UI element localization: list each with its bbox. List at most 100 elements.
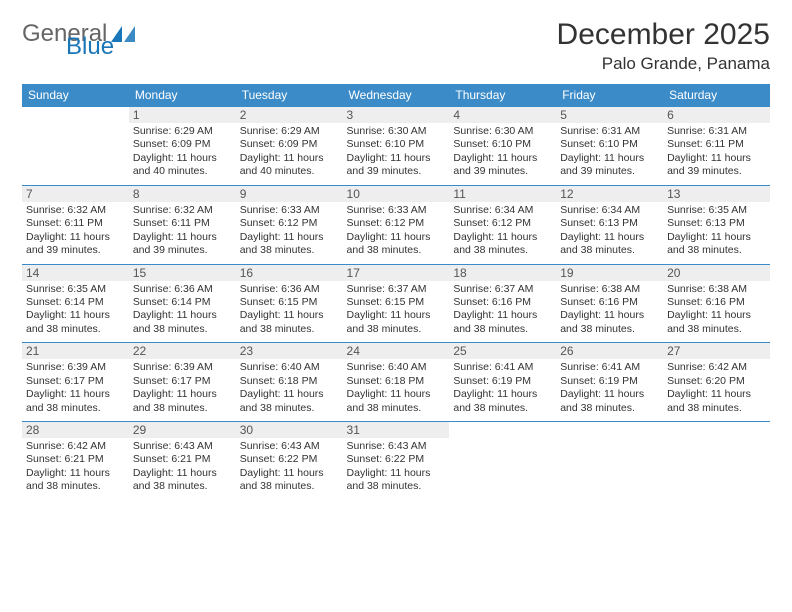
calendar-day-cell: 13Sunrise: 6:35 AMSunset: 6:13 PMDayligh… [663,185,770,264]
daylight-text: Daylight: 11 hours and 39 minutes. [560,152,659,179]
sunrise-text: Sunrise: 6:40 AM [347,361,446,374]
daylight-text: Daylight: 11 hours and 38 minutes. [667,231,766,258]
day-details [556,437,663,495]
sunset-text: Sunset: 6:13 PM [667,217,766,230]
weekday-header: Wednesday [343,84,450,106]
weekday-header: Friday [556,84,663,106]
calendar-day-cell [22,106,129,185]
daylight-text: Daylight: 11 hours and 38 minutes. [240,467,339,494]
daylight-text: Daylight: 11 hours and 38 minutes. [26,467,125,494]
calendar-day-cell: 14Sunrise: 6:35 AMSunset: 6:14 PMDayligh… [22,264,129,343]
sunrise-text: Sunrise: 6:31 AM [560,125,659,138]
sunset-text: Sunset: 6:16 PM [560,296,659,309]
day-details: Sunrise: 6:30 AMSunset: 6:10 PMDaylight:… [343,123,450,185]
daylight-text: Daylight: 11 hours and 38 minutes. [560,388,659,415]
sunrise-text: Sunrise: 6:29 AM [240,125,339,138]
calendar-day-cell: 5Sunrise: 6:31 AMSunset: 6:10 PMDaylight… [556,106,663,185]
daylight-text: Daylight: 11 hours and 38 minutes. [453,388,552,415]
sunset-text: Sunset: 6:21 PM [26,453,125,466]
day-number: 11 [449,185,556,202]
day-number: 22 [129,342,236,359]
day-details: Sunrise: 6:35 AMSunset: 6:14 PMDaylight:… [22,281,129,343]
calendar-day-cell [449,421,556,500]
calendar-day-cell: 21Sunrise: 6:39 AMSunset: 6:17 PMDayligh… [22,342,129,421]
weekday-header: Tuesday [236,84,343,106]
day-details [22,122,129,180]
sunrise-text: Sunrise: 6:34 AM [560,204,659,217]
day-details: Sunrise: 6:31 AMSunset: 6:10 PMDaylight:… [556,123,663,185]
sunset-text: Sunset: 6:22 PM [347,453,446,466]
day-details: Sunrise: 6:42 AMSunset: 6:20 PMDaylight:… [663,359,770,421]
day-number-empty [22,106,129,122]
day-number: 7 [22,185,129,202]
day-number: 23 [236,342,343,359]
day-number: 3 [343,106,450,123]
day-details: Sunrise: 6:43 AMSunset: 6:21 PMDaylight:… [129,438,236,500]
calendar-day-cell: 30Sunrise: 6:43 AMSunset: 6:22 PMDayligh… [236,421,343,500]
sunrise-text: Sunrise: 6:42 AM [26,440,125,453]
day-number: 1 [129,106,236,123]
daylight-text: Daylight: 11 hours and 38 minutes. [347,231,446,258]
calendar-day-cell: 1Sunrise: 6:29 AMSunset: 6:09 PMDaylight… [129,106,236,185]
daylight-text: Daylight: 11 hours and 39 minutes. [347,152,446,179]
day-details: Sunrise: 6:34 AMSunset: 6:12 PMDaylight:… [449,202,556,264]
sunset-text: Sunset: 6:10 PM [560,138,659,151]
daylight-text: Daylight: 11 hours and 38 minutes. [667,388,766,415]
day-number: 30 [236,421,343,438]
calendar-day-cell: 26Sunrise: 6:41 AMSunset: 6:19 PMDayligh… [556,342,663,421]
day-details: Sunrise: 6:38 AMSunset: 6:16 PMDaylight:… [663,281,770,343]
sunrise-text: Sunrise: 6:43 AM [133,440,232,453]
day-number: 14 [22,264,129,281]
calendar-day-cell: 3Sunrise: 6:30 AMSunset: 6:10 PMDaylight… [343,106,450,185]
sunset-text: Sunset: 6:12 PM [240,217,339,230]
day-number: 29 [129,421,236,438]
day-number-empty [449,421,556,437]
sunset-text: Sunset: 6:13 PM [560,217,659,230]
calendar-day-cell [663,421,770,500]
day-details: Sunrise: 6:33 AMSunset: 6:12 PMDaylight:… [343,202,450,264]
sunrise-text: Sunrise: 6:29 AM [133,125,232,138]
sunrise-text: Sunrise: 6:43 AM [347,440,446,453]
day-details: Sunrise: 6:33 AMSunset: 6:12 PMDaylight:… [236,202,343,264]
sunset-text: Sunset: 6:14 PM [26,296,125,309]
daylight-text: Daylight: 11 hours and 38 minutes. [240,309,339,336]
day-details: Sunrise: 6:30 AMSunset: 6:10 PMDaylight:… [449,123,556,185]
calendar-day-cell: 12Sunrise: 6:34 AMSunset: 6:13 PMDayligh… [556,185,663,264]
sunrise-text: Sunrise: 6:42 AM [667,361,766,374]
calendar-day-cell: 8Sunrise: 6:32 AMSunset: 6:11 PMDaylight… [129,185,236,264]
sunset-text: Sunset: 6:10 PM [453,138,552,151]
calendar-day-cell: 19Sunrise: 6:38 AMSunset: 6:16 PMDayligh… [556,264,663,343]
sunrise-text: Sunrise: 6:41 AM [453,361,552,374]
sunset-text: Sunset: 6:19 PM [453,375,552,388]
sunset-text: Sunset: 6:12 PM [453,217,552,230]
day-number: 2 [236,106,343,123]
sunset-text: Sunset: 6:09 PM [133,138,232,151]
sunrise-text: Sunrise: 6:32 AM [133,204,232,217]
day-number: 28 [22,421,129,438]
calendar-table: SundayMondayTuesdayWednesdayThursdayFrid… [22,84,770,500]
sunrise-text: Sunrise: 6:33 AM [347,204,446,217]
day-details [663,437,770,495]
day-number: 8 [129,185,236,202]
day-number: 17 [343,264,450,281]
day-number: 6 [663,106,770,123]
sunset-text: Sunset: 6:18 PM [240,375,339,388]
calendar-day-cell: 23Sunrise: 6:40 AMSunset: 6:18 PMDayligh… [236,342,343,421]
weekday-header: Sunday [22,84,129,106]
sunset-text: Sunset: 6:11 PM [667,138,766,151]
day-number: 26 [556,342,663,359]
day-details: Sunrise: 6:32 AMSunset: 6:11 PMDaylight:… [22,202,129,264]
sunrise-text: Sunrise: 6:30 AM [453,125,552,138]
title-block: December 2025 Palo Grande, Panama [557,18,770,74]
daylight-text: Daylight: 11 hours and 38 minutes. [453,309,552,336]
calendar-day-cell: 6Sunrise: 6:31 AMSunset: 6:11 PMDaylight… [663,106,770,185]
day-number: 25 [449,342,556,359]
day-number: 5 [556,106,663,123]
calendar-day-cell: 29Sunrise: 6:43 AMSunset: 6:21 PMDayligh… [129,421,236,500]
day-number: 12 [556,185,663,202]
sunrise-text: Sunrise: 6:35 AM [667,204,766,217]
day-details [449,437,556,495]
day-number-empty [556,421,663,437]
calendar-day-cell: 11Sunrise: 6:34 AMSunset: 6:12 PMDayligh… [449,185,556,264]
daylight-text: Daylight: 11 hours and 38 minutes. [240,388,339,415]
